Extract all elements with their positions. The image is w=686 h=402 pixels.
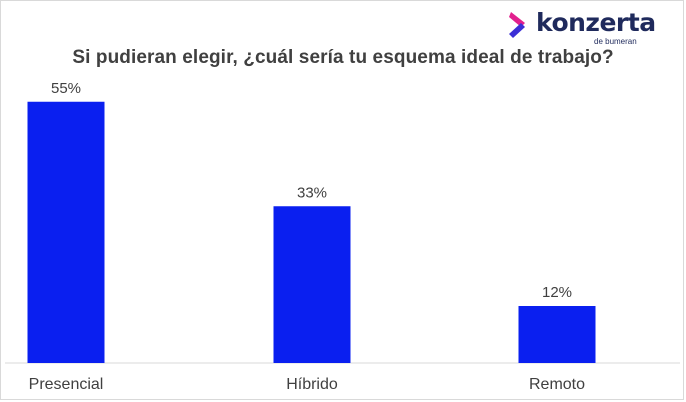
data-label-2: 33% — [297, 184, 327, 201]
konzerta-logo: konzerta de bumeran — [508, 6, 656, 50]
data-label-1: 55% — [51, 80, 81, 97]
logo-brand-text: konzerta — [536, 8, 656, 37]
x-tick-label-2: Híbrido — [286, 376, 338, 393]
bar-1 — [27, 101, 105, 363]
data-label-3: 12% — [542, 284, 572, 301]
bar-3 — [518, 306, 596, 363]
x-tick-label-1: Presencial — [29, 376, 104, 393]
bar-2 — [273, 206, 351, 363]
chart-title: Si pudieran elegir, ¿cuál sería tu esque… — [72, 47, 614, 68]
logo-sub-text: de bumeran — [594, 37, 637, 46]
x-tick-label-3: Remoto — [529, 376, 585, 393]
chevron-right-icon — [509, 12, 525, 38]
